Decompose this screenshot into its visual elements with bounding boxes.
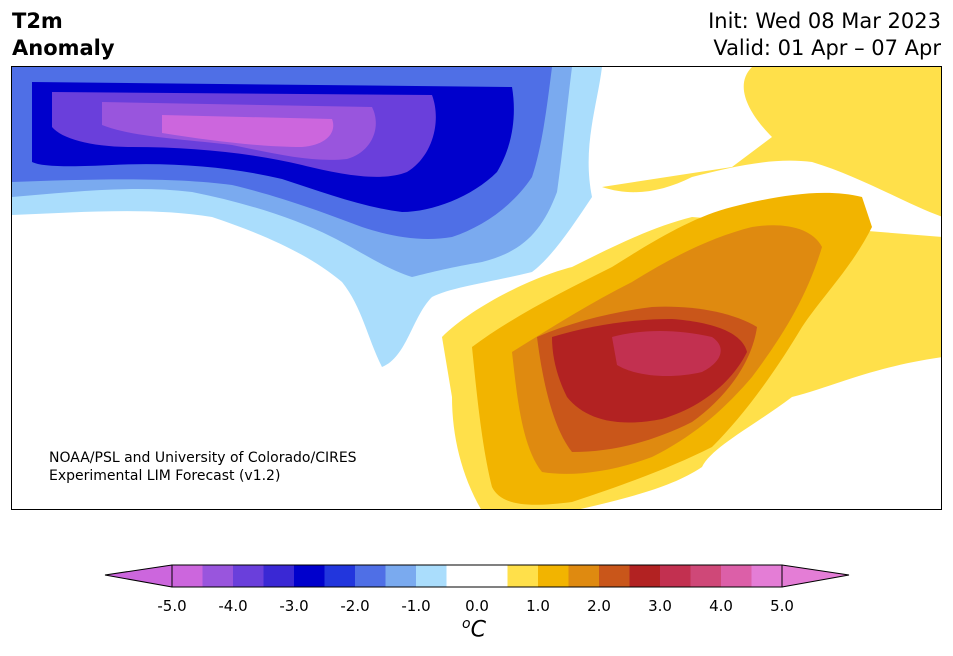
unit-label: oC <box>462 616 486 642</box>
colorbar <box>104 564 850 588</box>
date-info: Init: Wed 08 Mar 2023 Valid: 01 Apr – 07… <box>708 8 941 62</box>
warm-region-crimson <box>612 331 721 377</box>
colorbar-swatch <box>568 565 600 587</box>
colorbar-swatch <box>721 565 752 587</box>
colorbar-swatches <box>172 565 783 587</box>
colorbar-swatch <box>324 565 356 587</box>
colorbar-swatch <box>294 565 325 587</box>
colorbar-over-outline <box>781 564 850 588</box>
colorbar-swatch <box>751 565 783 587</box>
colorbar-swatch <box>416 565 447 587</box>
colorbar-swatch <box>629 565 661 587</box>
map-canvas <box>12 67 941 509</box>
colorbar-frame <box>171 564 783 588</box>
credit-line-2: Experimental LIM Forecast (v1.2) <box>49 468 281 484</box>
colorbar-tick-label: 3.0 <box>648 597 672 615</box>
colorbar-tick-label: -3.0 <box>279 597 309 615</box>
colorbar-swatch <box>385 565 417 587</box>
colorbar-tick-label: 2.0 <box>587 597 611 615</box>
colorbar-tick-label: 1.0 <box>526 597 550 615</box>
colorbar-over-triangle <box>782 565 849 587</box>
init-date: Init: Wed 08 Mar 2023 <box>708 9 941 33</box>
colorbar-tick-label: -4.0 <box>218 597 248 615</box>
colorbar-tick-label: -2.0 <box>340 597 370 615</box>
unit-base: C <box>470 617 486 643</box>
colorbar-tick-label: 5.0 <box>770 597 794 615</box>
colorbar-swatch <box>172 565 203 587</box>
credit-line-1: NOAA/PSL and University of Colorado/CIRE… <box>49 450 357 466</box>
colorbar-swatch <box>263 565 295 587</box>
valid-range: Valid: 01 Apr – 07 Apr <box>713 36 941 60</box>
colorbar-swatch <box>477 565 508 587</box>
colorbar-swatch <box>446 565 478 587</box>
colorbar-swatch <box>202 565 234 587</box>
colorbar-swatch <box>690 565 722 587</box>
colorbar-swatch <box>538 565 569 587</box>
colorbar-under-triangle <box>105 565 172 587</box>
colorbar-swatch <box>355 565 386 587</box>
credit-text: NOAA/PSL and University of Colorado/CIRE… <box>49 449 357 485</box>
colorbar-tick-label: 0.0 <box>465 597 489 615</box>
colorbar-swatch <box>599 565 630 587</box>
variable-label: T2m <box>12 9 63 33</box>
cold-region-core <box>162 115 334 147</box>
map-title: T2m Anomaly <box>12 8 115 62</box>
unit-degree: o <box>462 616 471 632</box>
colorbar-tick-label: -1.0 <box>401 597 431 615</box>
anomaly-map <box>11 66 942 510</box>
colorbar-tick-label: 4.0 <box>709 597 733 615</box>
colorbar-swatch <box>660 565 691 587</box>
colorbar-under-outline <box>104 564 173 588</box>
colorbar-swatch <box>507 565 539 587</box>
field-label: Anomaly <box>12 36 115 60</box>
colorbar-swatch <box>233 565 264 587</box>
colorbar-tick-label: -5.0 <box>157 597 187 615</box>
